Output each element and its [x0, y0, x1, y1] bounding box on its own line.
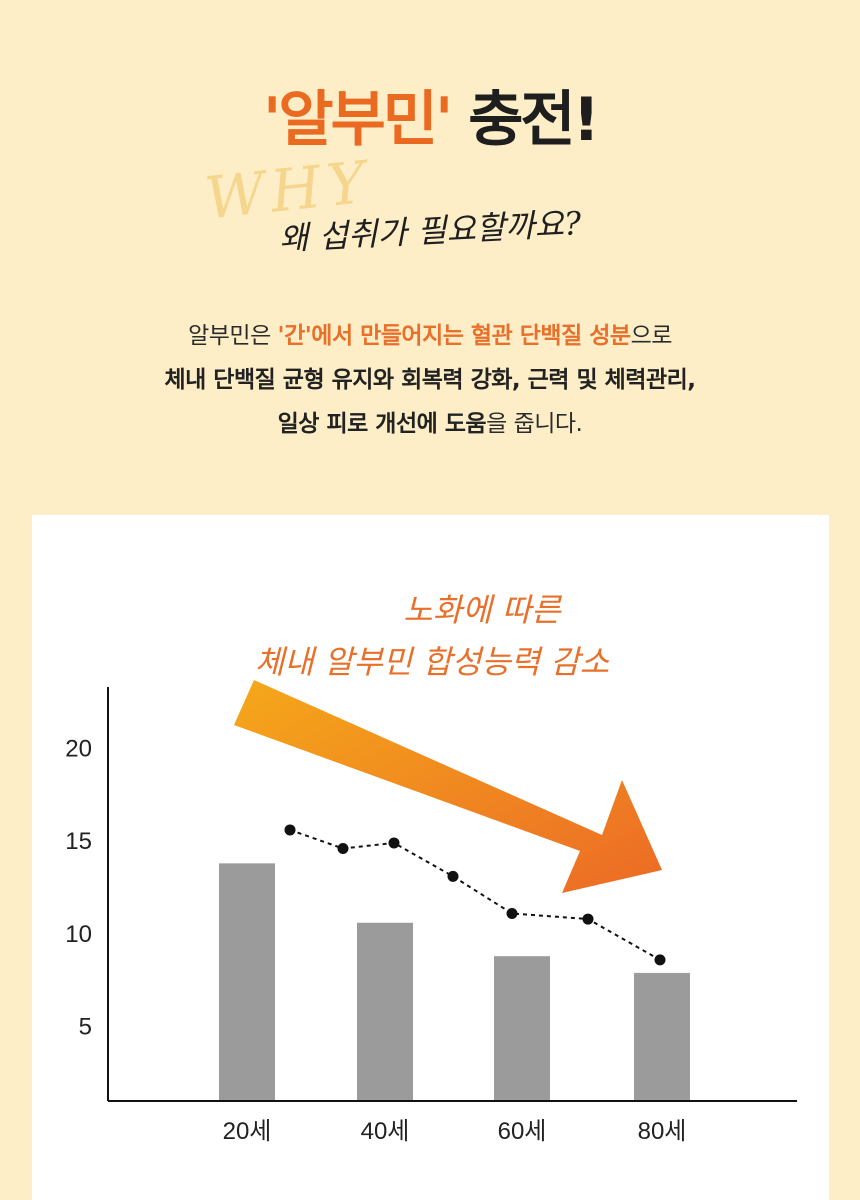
intro-line-2: 체내 단백질 균형 유지와 회복력 강화, 근력 및 체력관리, [164, 367, 696, 393]
chart-card: 5 10 15 20 20세 40세 60세 80세 노화에 따른 체내 알부민 합성능력 감… [32, 515, 829, 1200]
sub-script-text: 왜 섭취가 필요할까요? [278, 204, 583, 258]
annotation-line-1: 노화에 따른 [403, 591, 561, 629]
trend-point-3 [447, 870, 459, 882]
x-tick-label-3: 80세 [638, 1118, 687, 1145]
trend-point-4 [506, 907, 518, 919]
trend-point-2 [388, 837, 400, 849]
intro-paragraph: 알부민은 '간'에서 만들어지는 혈관 단백질 성분으로 체내 단백질 균형 유… [0, 314, 860, 446]
y-tick-label-1: 10 [65, 921, 92, 948]
bar-0 [219, 863, 275, 1101]
trend-point-6 [654, 954, 666, 966]
intro-l1-a: 알부민은 [188, 323, 278, 349]
ticks-layer: 5 10 15 20 20세 40세 60세 80세 [65, 735, 686, 1145]
y-tick-label-0: 5 [79, 1014, 92, 1041]
line-series-layer [284, 824, 666, 966]
y-tick-label-2: 15 [65, 828, 92, 855]
bar-2 [494, 956, 550, 1101]
intro-line-3: 일상 피로 개선에 도움을 줍니다. [0, 402, 860, 446]
x-tick-label-0: 20세 [223, 1118, 272, 1145]
trend-point-0 [284, 824, 296, 836]
intro-l1-c: 으로 [630, 323, 673, 349]
bar-1 [357, 922, 413, 1101]
x-tick-label-1: 40세 [361, 1118, 410, 1145]
bars-layer [219, 863, 690, 1101]
intro-line-1: 알부민은 '간'에서 만들어지는 혈관 단백질 성분으로 [0, 314, 860, 358]
x-tick-label-2: 60세 [498, 1118, 547, 1145]
headline-albumin: '알부민' [263, 85, 453, 155]
decline-arrow-layer [234, 680, 662, 893]
intro-l1-b: '간'에서 만들어지는 혈관 단백질 성분 [277, 323, 632, 349]
intro-l3-a: 일상 피로 개선에 도움 [277, 411, 487, 437]
bar-3 [634, 972, 690, 1101]
page-headline: '알부민' 충전! [0, 82, 860, 158]
albumin-chart: 5 10 15 20 20세 40세 60세 80세 [65, 680, 797, 1145]
headline-charge: 충전! [450, 85, 600, 155]
intro-l3-b: 을 줍니다. [486, 411, 583, 437]
decline-arrow [234, 680, 662, 893]
trend-point-5 [582, 913, 594, 925]
axes-layer [107, 687, 797, 1102]
annotation-line-2: 체내 알부민 합성능력 감소 [254, 643, 610, 681]
y-tick-label-3: 20 [65, 735, 92, 762]
trend-point-1 [337, 843, 349, 855]
